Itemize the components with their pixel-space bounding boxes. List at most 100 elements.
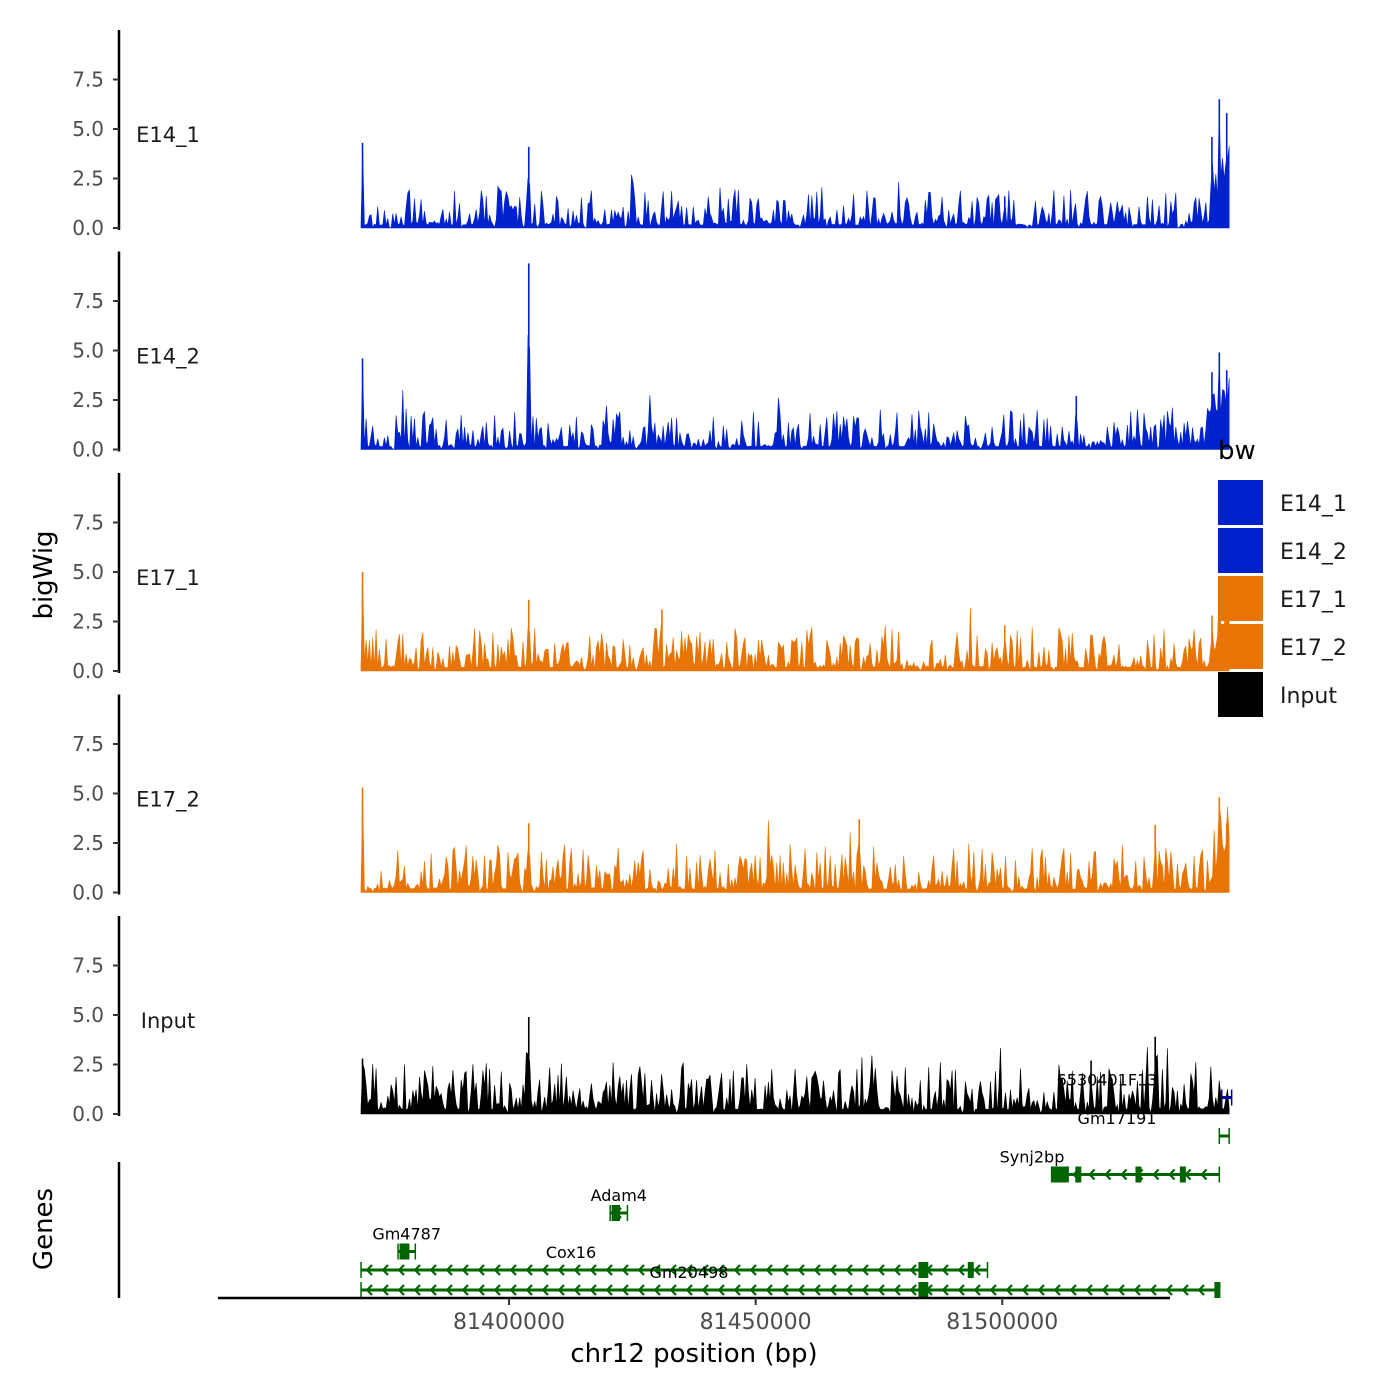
strand-arrow: [461, 1284, 469, 1296]
y-tick-label: 2.5: [72, 1053, 104, 1077]
y-tick-label: 7.5: [72, 954, 104, 978]
genes-track: 6530401F13 Gm17191 Synj2bp Adam4 Gm4787 Cox16…: [117, 1071, 1233, 1298]
strand-arrow: [733, 1284, 741, 1296]
strand-arrow: [685, 1264, 693, 1276]
gene-label: Gm4787: [372, 1225, 441, 1244]
strand-arrow: [525, 1284, 533, 1296]
strand-arrow: [765, 1284, 773, 1296]
strand-arrow: [1021, 1284, 1029, 1296]
legend-label: E17_2: [1280, 636, 1347, 661]
legend: bw E14_1 E14_2 E17_1 E17_2 Input: [1218, 436, 1347, 717]
strand-arrow: [493, 1264, 501, 1276]
exon: [918, 1282, 929, 1298]
strand-arrow: [877, 1284, 885, 1296]
strand-arrow: [1152, 1168, 1160, 1181]
y-tick-label: 0.0: [72, 1102, 104, 1126]
exon: [399, 1243, 410, 1260]
strand-arrow: [1037, 1284, 1045, 1296]
strand-arrow: [733, 1264, 741, 1276]
genes-track-title: Genes: [29, 1188, 59, 1270]
strand-arrow: [429, 1264, 437, 1276]
strand-arrow: [1149, 1284, 1157, 1296]
gene-label: Gm17191: [1078, 1109, 1157, 1128]
strand-arrow: [781, 1284, 789, 1296]
strand-arrow: [1069, 1284, 1077, 1296]
strand-arrow: [717, 1264, 725, 1276]
signal-area-e14-1: [360, 109, 1230, 229]
strand-arrow: [829, 1264, 837, 1276]
strand-arrow: [557, 1284, 565, 1296]
strand-arrow: [477, 1284, 485, 1296]
strand-arrow: [701, 1264, 709, 1276]
gene-gm17191: Gm17191: [1078, 1109, 1230, 1144]
strand-arrow: [1088, 1168, 1096, 1181]
strand-arrow: [493, 1284, 501, 1296]
exon: [1135, 1166, 1142, 1183]
strand-arrow: [621, 1284, 629, 1296]
x-tick-label: 81400000: [453, 1310, 565, 1335]
x-tick-label: 81500000: [946, 1310, 1058, 1335]
legend-label: E14_2: [1280, 540, 1347, 565]
strand-arrow: [765, 1264, 773, 1276]
strand-arrow: [477, 1264, 485, 1276]
y-tick-label: 5.0: [72, 339, 104, 363]
legend-key-input: [1218, 672, 1263, 717]
strand-arrow: [941, 1284, 949, 1296]
strand-arrow: [1197, 1284, 1205, 1296]
strand-arrow: [701, 1284, 709, 1296]
strand-arrow: [605, 1264, 613, 1276]
exon: [611, 1205, 621, 1221]
legend-key-e17-1: [1218, 576, 1263, 621]
exon: [918, 1262, 929, 1278]
strand-arrow: [669, 1264, 677, 1276]
strand-arrow: [637, 1284, 645, 1296]
strand-arrow: [621, 1264, 629, 1276]
y-tick-label: 2.5: [72, 831, 104, 855]
strand-arrow: [461, 1264, 469, 1276]
track-label: E17_2: [136, 788, 200, 813]
track-label: Input: [141, 1009, 195, 1033]
track-e14-1: 0.0 2.5 5.0 7.5 E14_1: [72, 30, 1230, 240]
strand-arrow: [1117, 1284, 1125, 1296]
strand-arrow: [829, 1284, 837, 1296]
strand-arrow: [573, 1264, 581, 1276]
strand-arrow: [861, 1264, 869, 1276]
strand-arrow: [445, 1284, 453, 1296]
strand-arrow: [1085, 1284, 1093, 1296]
strand-arrow: [653, 1264, 661, 1276]
strand-arrow: [909, 1264, 917, 1276]
strand-arrow: [637, 1264, 645, 1276]
strand-arrow: [1168, 1168, 1176, 1181]
strand-arrow: [845, 1264, 853, 1276]
y-tick-label: 2.5: [72, 610, 104, 634]
y-tick-label: 0.0: [72, 659, 104, 683]
strand-arrow: [1053, 1284, 1061, 1296]
gene-6530401f13: 6530401F13: [1057, 1071, 1233, 1106]
signal-area-e17-2: [360, 797, 1230, 894]
y-tick-label: 2.5: [72, 167, 104, 191]
strand-arrow: [1005, 1284, 1013, 1296]
y-tick-label: 0.0: [72, 216, 104, 240]
gene-synj2bp: Synj2bp: [1000, 1148, 1221, 1183]
strand-arrow: [1165, 1284, 1173, 1296]
y-tick-label: 5.0: [72, 1003, 104, 1027]
strand-arrow: [605, 1284, 613, 1296]
gene-label: Cox16: [546, 1243, 596, 1262]
track-e17-2: 0.0 2.5 5.0 7.5 E17_2: [72, 694, 1230, 905]
exon: [1051, 1166, 1069, 1183]
strand-arrow: [813, 1264, 821, 1276]
strand-arrow: [589, 1284, 597, 1296]
strand-arrow: [941, 1264, 949, 1276]
strand-arrow: [413, 1264, 421, 1276]
strand-arrow: [1181, 1284, 1189, 1296]
strand-arrow: [797, 1284, 805, 1296]
strand-arrow: [893, 1284, 901, 1296]
strand-arrow: [1133, 1284, 1141, 1296]
strand-arrow: [749, 1264, 757, 1276]
y-tick-label: 5.0: [72, 117, 104, 141]
signal-tracks: 0.0 2.5 5.0 7.5 E14_1 0.0 2.5 5.0 7.5 E14_2 0.0 2.5…: [72, 30, 1230, 1126]
track-label: E14_1: [136, 123, 200, 148]
strand-arrow: [1200, 1168, 1208, 1181]
strand-arrow: [845, 1284, 853, 1296]
